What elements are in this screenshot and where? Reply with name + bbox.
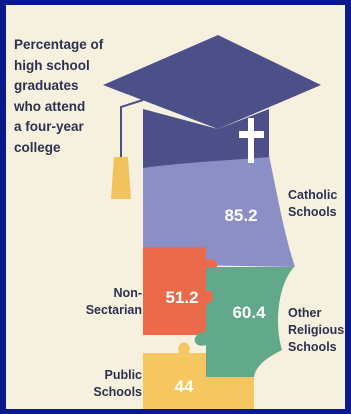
value-public: 44 xyxy=(175,377,194,396)
label-other-religious: Other Religious Schools xyxy=(288,306,345,354)
cap-crown xyxy=(143,109,269,168)
graduation-cap-icon xyxy=(103,35,321,129)
tassel-cord xyxy=(120,99,144,157)
value-catholic: 85.2 xyxy=(224,206,257,225)
chart-title: Percentage of high school graduates who … xyxy=(14,37,104,155)
label-catholic: Catholic Schools xyxy=(288,188,338,219)
label-public: Public Schools xyxy=(93,368,142,399)
segment-other-religious xyxy=(194,267,294,377)
label-non-sectarian: Non- Sectarian xyxy=(85,286,142,317)
head-silhouette-graphic: 85.2 51.2 60.4 44 xyxy=(103,35,321,409)
cross-icon xyxy=(239,118,264,163)
value-other-religious: 60.4 xyxy=(232,303,266,322)
tassel-icon xyxy=(111,157,131,199)
infographic-panel: Percentage of high school graduates who … xyxy=(6,5,345,409)
value-non-sectarian: 51.2 xyxy=(165,288,198,307)
segment-catholic xyxy=(143,155,295,267)
segment-non-sectarian xyxy=(143,247,218,335)
segment-public xyxy=(143,342,254,409)
